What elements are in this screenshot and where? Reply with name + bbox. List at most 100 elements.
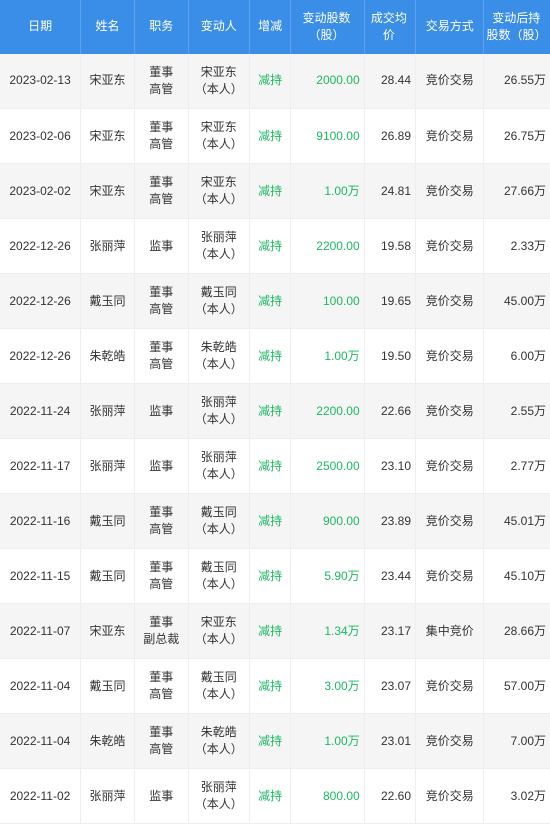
cell-changer: 张丽萍（本人） (188, 219, 249, 274)
cell-date: 2022-12-26 (0, 219, 81, 274)
cell-price: 23.10 (364, 439, 415, 494)
cell-date: 2023-02-13 (0, 54, 81, 109)
cell-name: 张丽萍 (81, 384, 135, 439)
cell-direction: 减持 (249, 274, 291, 329)
cell-name: 戴玉同 (81, 549, 135, 604)
cell-position: 董事高管 (134, 714, 188, 769)
cell-date: 2022-11-04 (0, 714, 81, 769)
cell-price: 19.65 (364, 274, 415, 329)
table-body: 2023-02-13宋亚东董事高管宋亚东（本人）减持2000.0028.44竞价… (0, 54, 550, 824)
cell-after: 3.02万 (484, 769, 550, 824)
col-header-price: 成交均价 (364, 0, 415, 54)
table-row: 2023-02-06宋亚东董事高管宋亚东（本人）减持9100.0026.89竞价… (0, 109, 550, 164)
col-header-position: 职务 (134, 0, 188, 54)
cell-method: 竞价交易 (416, 384, 484, 439)
cell-direction: 减持 (249, 769, 291, 824)
cell-name: 戴玉同 (81, 274, 135, 329)
cell-date: 2022-11-02 (0, 769, 81, 824)
cell-shares: 900.00 (291, 494, 364, 549)
cell-position: 监事 (134, 439, 188, 494)
cell-date: 2022-12-26 (0, 329, 81, 384)
cell-date: 2023-02-02 (0, 164, 81, 219)
cell-shares: 1.00万 (291, 164, 364, 219)
cell-direction: 减持 (249, 549, 291, 604)
cell-direction: 减持 (249, 494, 291, 549)
col-header-direction: 增减 (249, 0, 291, 54)
cell-after: 7.00万 (484, 714, 550, 769)
cell-direction: 减持 (249, 659, 291, 714)
cell-price: 23.17 (364, 604, 415, 659)
cell-changer: 宋亚东（本人） (188, 604, 249, 659)
cell-method: 竞价交易 (416, 494, 484, 549)
cell-direction: 减持 (249, 604, 291, 659)
table-row: 2022-11-16戴玉同董事高管戴玉同（本人）减持900.0023.89竞价交… (0, 494, 550, 549)
cell-after: 45.00万 (484, 274, 550, 329)
cell-date: 2022-11-07 (0, 604, 81, 659)
cell-after: 45.10万 (484, 549, 550, 604)
cell-method: 竞价交易 (416, 219, 484, 274)
cell-price: 23.89 (364, 494, 415, 549)
cell-date: 2022-12-26 (0, 274, 81, 329)
cell-name: 朱乾皓 (81, 714, 135, 769)
cell-name: 宋亚东 (81, 109, 135, 164)
cell-direction: 减持 (249, 329, 291, 384)
cell-name: 宋亚东 (81, 54, 135, 109)
cell-position: 监事 (134, 384, 188, 439)
cell-after: 2.55万 (484, 384, 550, 439)
cell-changer: 张丽萍（本人） (188, 384, 249, 439)
table-row: 2022-12-26戴玉同董事高管戴玉同（本人）减持100.0019.65竞价交… (0, 274, 550, 329)
cell-price: 28.44 (364, 54, 415, 109)
cell-shares: 5.90万 (291, 549, 364, 604)
cell-shares: 800.00 (291, 769, 364, 824)
cell-name: 宋亚东 (81, 164, 135, 219)
cell-price: 23.07 (364, 659, 415, 714)
col-header-shares: 变动股数（股） (291, 0, 364, 54)
cell-price: 26.89 (364, 109, 415, 164)
cell-position: 董事高管 (134, 549, 188, 604)
cell-position: 董事高管 (134, 329, 188, 384)
table-row: 2022-11-15戴玉同董事高管戴玉同（本人）减持5.90万23.44竞价交易… (0, 549, 550, 604)
cell-direction: 减持 (249, 439, 291, 494)
cell-method: 竞价交易 (416, 54, 484, 109)
table-row: 2022-11-04戴玉同董事高管戴玉同（本人）减持3.00万23.07竞价交易… (0, 659, 550, 714)
cell-shares: 9100.00 (291, 109, 364, 164)
cell-shares: 2200.00 (291, 219, 364, 274)
cell-shares: 2000.00 (291, 54, 364, 109)
table-row: 2022-12-26朱乾皓董事高管朱乾皓（本人）减持1.00万19.50竞价交易… (0, 329, 550, 384)
cell-after: 27.66万 (484, 164, 550, 219)
cell-method: 竞价交易 (416, 329, 484, 384)
cell-after: 6.00万 (484, 329, 550, 384)
cell-price: 22.66 (364, 384, 415, 439)
cell-after: 26.75万 (484, 109, 550, 164)
table-header: 日期 姓名 职务 变动人 增减 变动股数（股） 成交均价 交易方式 变动后持股数… (0, 0, 550, 54)
col-header-date: 日期 (0, 0, 81, 54)
cell-position: 董事高管 (134, 494, 188, 549)
cell-name: 朱乾皓 (81, 329, 135, 384)
cell-changer: 戴玉同（本人） (188, 494, 249, 549)
table-row: 2023-02-13宋亚东董事高管宋亚东（本人）减持2000.0028.44竞价… (0, 54, 550, 109)
cell-changer: 朱乾皓（本人） (188, 329, 249, 384)
cell-method: 竞价交易 (416, 714, 484, 769)
cell-position: 董事副总裁 (134, 604, 188, 659)
cell-method: 竞价交易 (416, 164, 484, 219)
cell-after: 26.55万 (484, 54, 550, 109)
col-header-name: 姓名 (81, 0, 135, 54)
col-header-after: 变动后持股数（股） (484, 0, 550, 54)
cell-position: 监事 (134, 769, 188, 824)
cell-shares: 1.00万 (291, 329, 364, 384)
cell-method: 集中竞价 (416, 604, 484, 659)
cell-position: 董事高管 (134, 164, 188, 219)
cell-after: 45.01万 (484, 494, 550, 549)
table-row: 2022-11-07宋亚东董事副总裁宋亚东（本人）减持1.34万23.17集中竞… (0, 604, 550, 659)
cell-changer: 戴玉同（本人） (188, 274, 249, 329)
cell-position: 监事 (134, 219, 188, 274)
cell-name: 张丽萍 (81, 769, 135, 824)
cell-price: 23.44 (364, 549, 415, 604)
cell-direction: 减持 (249, 109, 291, 164)
cell-date: 2022-11-24 (0, 384, 81, 439)
cell-direction: 减持 (249, 714, 291, 769)
cell-name: 戴玉同 (81, 659, 135, 714)
cell-price: 22.60 (364, 769, 415, 824)
col-header-changer: 变动人 (188, 0, 249, 54)
cell-position: 董事高管 (134, 54, 188, 109)
